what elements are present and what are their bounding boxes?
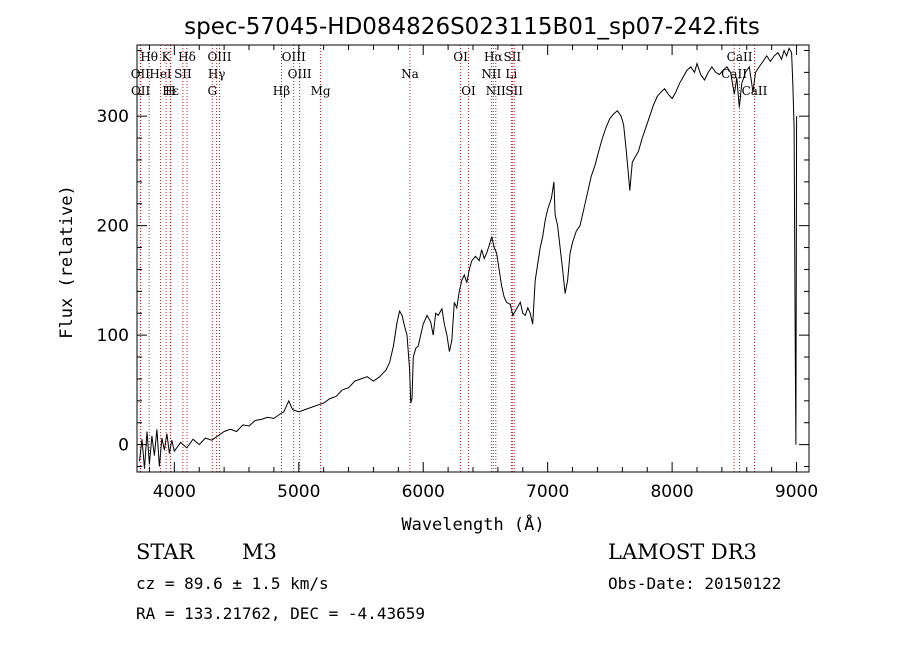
line-marker-label-26: SII [505,84,523,98]
line-marker-label-21: G [207,84,217,98]
line-marker-label-3: OIII [207,50,231,64]
x-tick-label: 9000 [775,482,818,502]
x-axis: 4000 5000 6000 7000 8000 9000 [148,45,818,502]
x-tick-label: 8000 [650,482,693,502]
object-class: STAR [136,540,195,564]
line-marker-label-11: SII [174,67,192,81]
line-marker-label-7: SII [503,50,521,64]
line-marker-label-17: CaII [721,67,747,81]
line-marker-label-13: OIII [288,67,312,81]
x-axis-label: Wavelength (Å) [401,513,544,535]
line-marker-label-22: Hβ [273,84,290,98]
observation-date: Obs-Date: 20150122 [608,574,782,593]
survey-name: LAMOST DR3 [608,540,757,564]
y-tick-label: 100 [97,326,129,346]
line-marker-label-1: K [162,50,172,64]
x-tick-label: 6000 [402,482,445,502]
line-marker-label-8: CaII [727,50,753,64]
line-marker-label-27: CaII [742,84,768,98]
line-marker-label-5: OI [453,50,468,64]
x-tick-label: 5000 [277,482,320,502]
line-marker-label-20: H [165,84,175,98]
line-marker-label-15: NII [481,67,501,81]
line-marker-label-4: OIII [282,50,306,64]
line-marker-label-6: Hα [484,50,503,64]
x-tick-label: 4000 [153,482,196,502]
y-tick-label: 0 [118,436,129,456]
line-marker-label-18: OII [131,84,151,98]
line-marker-label-25: NII [486,84,506,98]
line-marker-label-2: Hδ [178,50,196,64]
line-marker-label-10: HeI [149,67,172,81]
redshift-value: cz = 89.6 ± 1.5 km/s [136,574,329,593]
line-marker-label-12: Hγ [208,67,226,81]
x-tick-label: 7000 [526,482,569,502]
line-marker-label-24: OI [461,84,476,98]
y-tick-label: 200 [97,217,129,237]
sky-coordinates: RA = 133.21762, DEC = -4.43659 [136,604,425,623]
object-subclass: M3 [242,540,277,564]
line-marker-label-16: Li [505,67,517,81]
chart-title: spec-57045-HD084826S023115B01_sp07-242.f… [184,14,760,40]
line-marker-label-23: Mg [311,84,331,98]
y-axis: 0 100 200 300 [97,49,809,468]
spectrum-line [139,47,798,469]
line-marker-label-0: Hθ [140,50,158,64]
line-marker-label-14: Na [401,67,419,81]
line-marker-label-9: OII [131,67,151,81]
y-tick-label: 300 [97,107,129,127]
y-axis-label: Flux (relative) [57,185,77,339]
